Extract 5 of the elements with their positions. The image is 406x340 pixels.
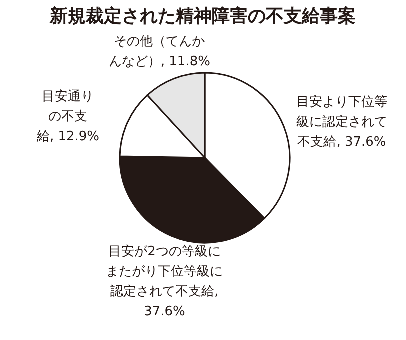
slice-label: 目安より下位等級に認定されて不支給, 37.6% bbox=[296, 94, 388, 150]
slice-label: 目安が2つの等級にまたがり下位等級に認定されて不支給, 37.6% bbox=[106, 244, 224, 320]
slice-label: その他（てんかんなど）, 11.8% bbox=[108, 34, 210, 70]
slice-label: 目安通りの不支給, 12.9% bbox=[36, 88, 100, 144]
chart-title: 新規裁定された精神障害の不支給事案 bbox=[49, 6, 356, 27]
